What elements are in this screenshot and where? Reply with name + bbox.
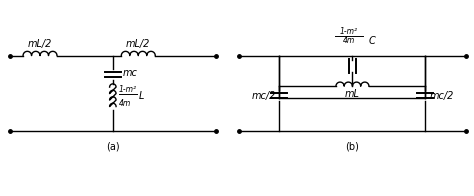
Text: 1-m²: 1-m² [340, 27, 358, 36]
Text: (a): (a) [106, 141, 119, 151]
Text: 1-m²: 1-m² [119, 84, 137, 93]
Text: mc/2: mc/2 [251, 91, 276, 101]
Text: L: L [139, 91, 145, 101]
Text: mL: mL [345, 89, 360, 99]
Text: mc: mc [122, 68, 137, 78]
Text: mc/2: mc/2 [429, 91, 454, 101]
Text: mL/2: mL/2 [126, 39, 150, 49]
Text: 4m: 4m [343, 36, 355, 45]
Text: mL/2: mL/2 [28, 39, 52, 49]
Text: 4m: 4m [119, 99, 131, 108]
Text: C: C [369, 35, 376, 45]
Text: (b): (b) [346, 141, 359, 151]
